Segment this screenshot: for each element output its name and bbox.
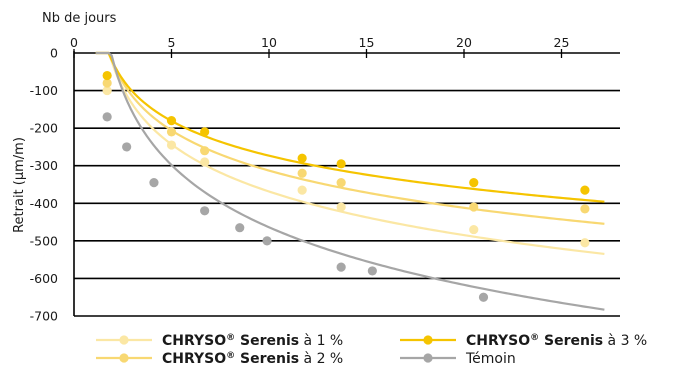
data-point	[336, 262, 346, 272]
y-tick-label: 0	[50, 46, 58, 61]
y-tick-label: -100	[30, 83, 58, 98]
trend-line	[95, 51, 605, 256]
data-point	[166, 127, 177, 137]
y-axis-title: Retrait (µm/m)	[12, 137, 27, 233]
data-point	[297, 168, 307, 178]
y-tick-label: -200	[30, 121, 58, 136]
axis-layer: 0 -100 -200 -300 -400 -500 -600 -700 0 5 10 15 20 25	[30, 35, 620, 324]
x-tick-label: 5	[168, 35, 176, 50]
data-point	[469, 178, 479, 188]
data-point	[200, 206, 210, 216]
data-point	[336, 202, 346, 212]
data-point	[469, 224, 479, 235]
data-point	[200, 157, 210, 167]
y-tick-label: -500	[30, 233, 58, 248]
series-4	[95, 51, 605, 311]
data-point	[367, 266, 377, 276]
data-point	[166, 140, 177, 150]
y-tick-label: -600	[30, 271, 58, 286]
legend-swatch-marker	[119, 335, 129, 345]
data-point	[580, 204, 590, 214]
data-point	[102, 70, 112, 81]
data-point	[102, 85, 112, 96]
legend-label: CHRYSO® Serenis à 1 %	[162, 333, 343, 349]
legend-swatch-marker	[423, 335, 433, 345]
y-tick-label: -300	[30, 158, 58, 173]
legend-item-1: CHRYSO® Serenis à 1 %	[96, 333, 343, 349]
data-point	[166, 116, 177, 126]
legend-item-4: Témoin	[400, 351, 516, 367]
data-point	[478, 292, 489, 302]
series-layer	[95, 51, 605, 311]
y-tick-label: -700	[30, 309, 58, 324]
data-point	[297, 153, 307, 163]
series-1	[95, 51, 605, 256]
data-point	[122, 142, 132, 152]
trend-line	[95, 51, 605, 311]
data-point	[102, 78, 112, 88]
legend-label: CHRYSO® Serenis à 2 %	[162, 351, 343, 367]
legend: CHRYSO® Serenis à 1 % CHRYSO® Serenis à 2…	[96, 333, 647, 367]
x-tick-label: 25	[554, 35, 570, 50]
data-point	[200, 146, 210, 156]
series-2	[95, 51, 605, 225]
data-point	[469, 202, 479, 212]
x-tick-label: 20	[456, 35, 472, 50]
legend-swatch-marker	[119, 353, 129, 363]
legend-swatch-marker	[423, 353, 433, 363]
data-point	[149, 178, 159, 188]
data-point	[235, 223, 245, 233]
x-tick-label: 15	[359, 35, 375, 50]
data-point	[336, 159, 346, 169]
data-point	[200, 127, 210, 137]
trend-line	[95, 51, 605, 203]
y-tick-label: -400	[30, 196, 58, 211]
legend-label: CHRYSO® Serenis à 3 %	[466, 333, 647, 349]
data-point	[580, 185, 590, 195]
data-point	[336, 178, 346, 188]
data-point	[580, 238, 590, 248]
data-point	[102, 112, 112, 122]
x-axis-title: Nb de jours	[42, 11, 117, 26]
legend-item-2: CHRYSO® Serenis à 2 %	[96, 351, 343, 367]
series-3	[95, 51, 605, 203]
legend-label: Témoin	[465, 351, 516, 367]
data-point	[262, 236, 272, 246]
trend-line	[95, 51, 605, 225]
legend-item-3: CHRYSO® Serenis à 3 %	[400, 333, 647, 349]
x-tick-label: 10	[261, 35, 277, 50]
grid-layer	[74, 89, 620, 317]
x-tick-label: 0	[70, 35, 78, 50]
data-point	[297, 185, 307, 195]
